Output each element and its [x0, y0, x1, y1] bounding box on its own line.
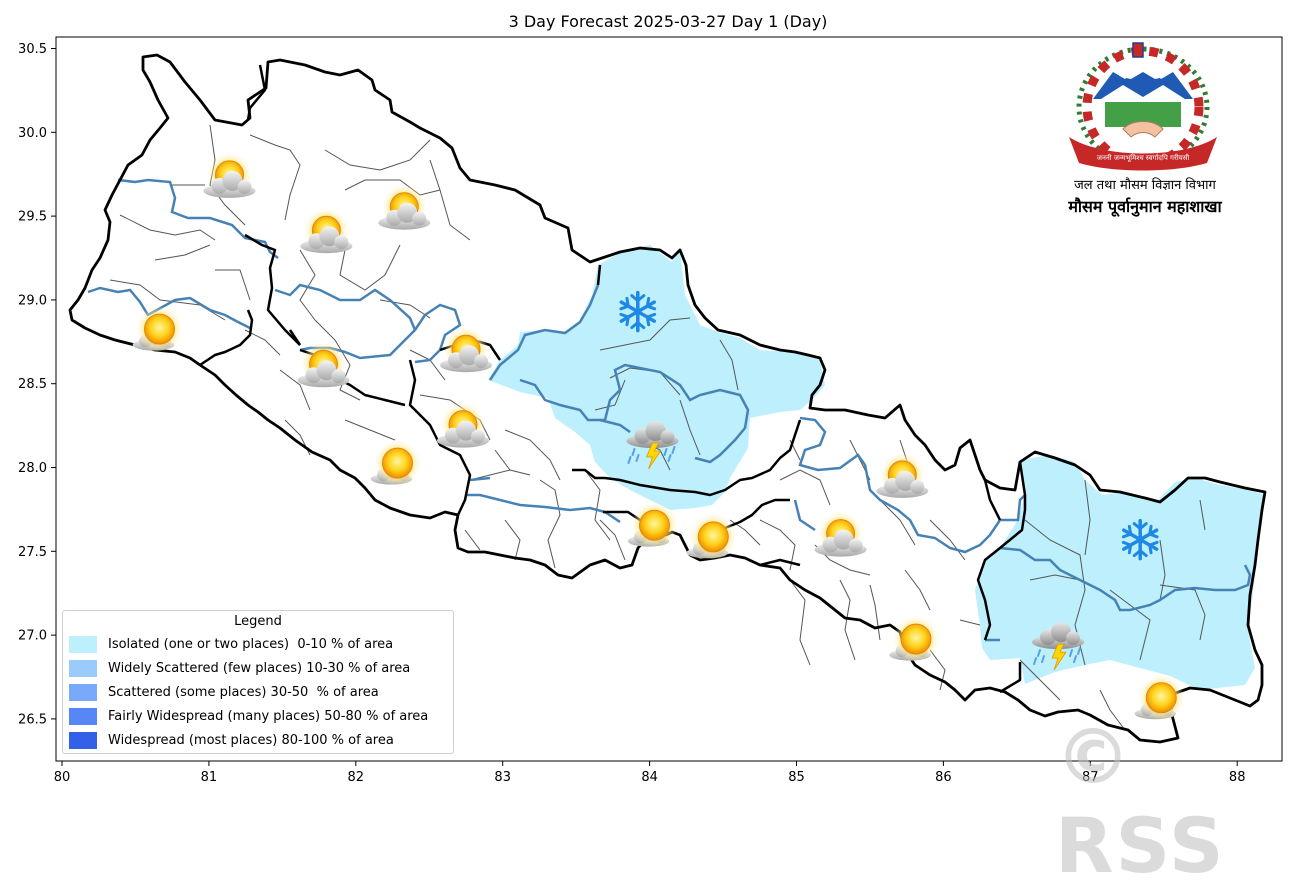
agency-division: मौसम पूर्वानुमान महाशाखा [1068, 197, 1222, 216]
y-tick-label: 29.0 [18, 293, 47, 308]
sunny-icon [627, 502, 678, 549]
y-tick-label: 29.5 [18, 210, 47, 225]
sunny-icon [1134, 674, 1185, 721]
legend-label: Isolated (one or two places) 0-10 % of a… [108, 636, 394, 652]
x-tick-label: 82 [348, 770, 365, 785]
y-tick-label: 26.5 [18, 712, 47, 727]
legend-label: Widely Scattered (few places) 10-30 % of… [108, 660, 411, 676]
x-tick-label: 84 [641, 770, 658, 785]
sunny-icon [889, 616, 939, 663]
partly-cloudy-icon [378, 184, 431, 230]
sunny-icon [686, 513, 737, 560]
y-tick-label: 27.5 [18, 545, 47, 560]
agency-block: जल तथा मौसम विज्ञान विभाग मौसम पूर्वानुम… [1040, 175, 1250, 217]
y-tick-label: 30.0 [18, 126, 47, 141]
legend-swatch [69, 683, 97, 701]
legend-item: Widespread (most places) 80-100 % of are… [69, 728, 447, 752]
sunny-icon [370, 440, 421, 487]
weather-icons-layer [132, 152, 1185, 721]
legend-item: Isolated (one or two places) 0-10 % of a… [69, 632, 447, 656]
thunderstorm-icon [1032, 622, 1084, 671]
partly-cloudy-icon [297, 342, 350, 388]
shaded-region-central-north [488, 245, 825, 510]
y-tick-label: 30.5 [18, 42, 47, 57]
legend-title: Legend [234, 614, 282, 629]
x-tick-label: 80 [54, 770, 71, 785]
legend-swatch [69, 731, 97, 749]
partly-cloudy-icon [814, 511, 867, 557]
map-title: 3 Day Forecast 2025-03-27 Day 1 (Day) [508, 12, 828, 31]
snowflake-icon [1121, 518, 1159, 561]
x-tick-label: 87 [1082, 770, 1099, 785]
legend-item: Fairly Widespread (many places) 50-80 % … [69, 704, 447, 728]
legend-item: Scattered (some places) 30-50 % of area [69, 680, 447, 704]
partly-cloudy-icon [440, 327, 492, 373]
legend-swatch [69, 659, 97, 677]
x-tick-label: 86 [935, 770, 952, 785]
partly-cloudy-icon [300, 208, 353, 254]
y-tick-label: 28.0 [18, 461, 47, 476]
legend-swatch [69, 707, 97, 725]
y-axis: 26.5 27.0 27.5 28.0 28.5 29.0 29.5 30.0 30.5 [18, 42, 56, 727]
x-tick-label: 83 [494, 770, 511, 785]
thunderstorm-icon [626, 421, 679, 470]
legend-swatch [69, 635, 97, 653]
province-borders [87, 178, 1252, 642]
sunny-icon [132, 306, 183, 353]
legend-label: Fairly Widespread (many places) 50-80 % … [108, 708, 429, 724]
agency-name: जल तथा मौसम विज्ञान विभाग [1074, 178, 1216, 193]
government-emblem: जननी जन्मभूमिश्च स्वर्गादपि गरीयसी [1069, 42, 1217, 171]
watermark: © RSS [1055, 712, 1226, 890]
snowflake-icon [619, 290, 657, 333]
country-outline [68, 53, 1267, 744]
legend-label: Widespread (most places) 80-100 % of are… [108, 732, 394, 748]
x-axis: 80 81 82 83 84 85 86 87 88 [54, 761, 1246, 785]
x-tick-label: 81 [201, 770, 218, 785]
legend-item: Widely Scattered (few places) 10-30 % of… [69, 656, 447, 680]
x-tick-label: 88 [1229, 770, 1246, 785]
y-tick-label: 27.0 [18, 629, 47, 644]
x-tick-label: 85 [788, 770, 805, 785]
y-tick-label: 28.5 [18, 377, 47, 392]
partly-cloudy-icon [437, 402, 489, 448]
legend: Legend Isolated (one or two places) 0-10… [62, 610, 454, 754]
emblem-motto: जननी जन्मभूमिश्च स्वर्गादपि गरीयसी [1097, 153, 1190, 162]
partly-cloudy-icon [876, 452, 929, 498]
legend-label: Scattered (some places) 30-50 % of area [108, 684, 379, 700]
partly-cloudy-icon [203, 152, 256, 198]
